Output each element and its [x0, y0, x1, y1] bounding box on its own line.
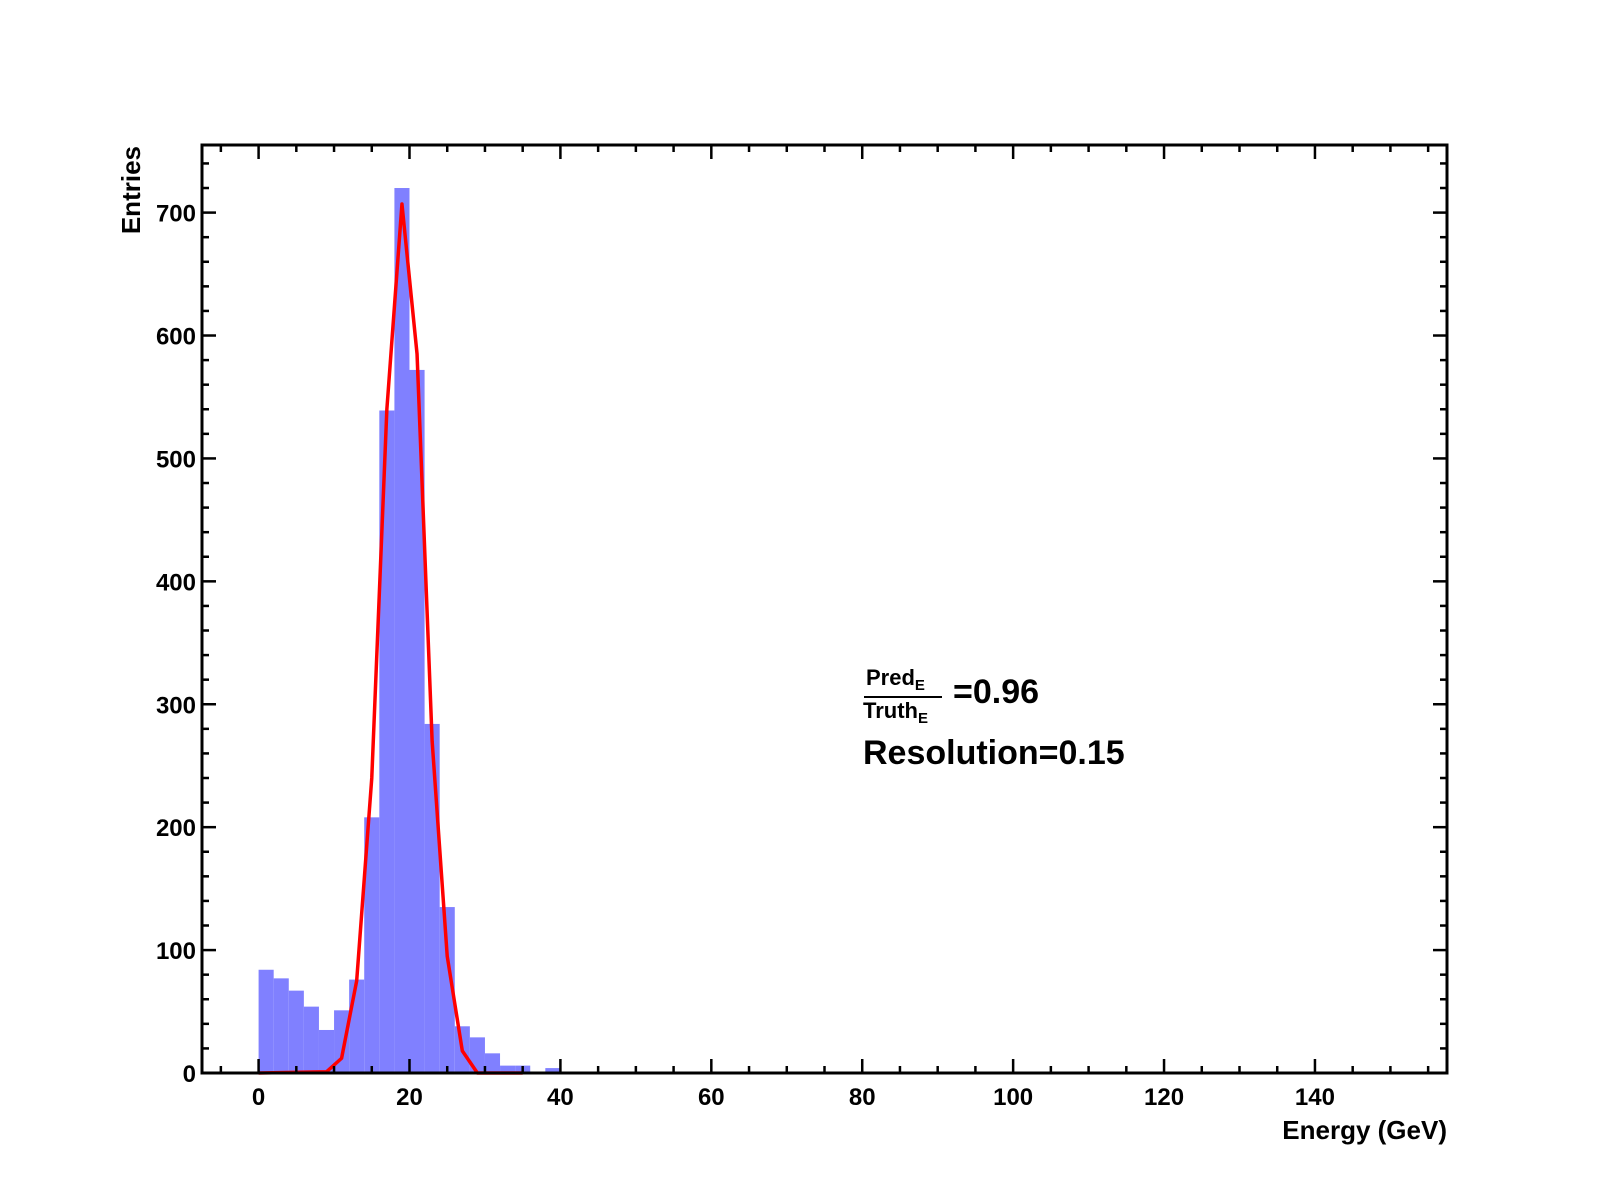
histogram-bar: [349, 979, 365, 1073]
y-tick-label: 0: [183, 1061, 196, 1088]
x-tick-label: 120: [1144, 1084, 1184, 1111]
histogram-bar: [469, 1037, 485, 1073]
histogram-bars: [258, 188, 561, 1074]
histogram-bar: [379, 410, 395, 1074]
x-tick-label: 100: [993, 1084, 1033, 1111]
histogram-bar: [424, 723, 440, 1073]
histogram-bar: [273, 978, 289, 1073]
ratio-annotation: PredE TruthE =0.96: [863, 665, 1039, 727]
x-tick-label: 20: [396, 1084, 423, 1111]
y-tick-label: 300: [156, 692, 196, 719]
fit-curve: [258, 202, 523, 1075]
histogram-bar: [364, 817, 380, 1073]
axis-ticks: [202, 145, 1447, 1075]
histogram-bar: [484, 1053, 501, 1073]
y-tick-label: 500: [156, 446, 196, 473]
histogram-bar: [500, 1065, 516, 1073]
x-tick-label: 0: [252, 1084, 265, 1111]
ratio-denominator: TruthE: [863, 698, 928, 727]
histogram-bar: [409, 369, 425, 1073]
y-tick-label: 100: [156, 938, 196, 965]
y-tick-label: 200: [156, 815, 196, 842]
histogram-bar: [334, 1010, 350, 1073]
resolution-label: Resolution=0.15: [863, 734, 1125, 772]
histogram-bar: [439, 907, 455, 1073]
y-tick-label: 600: [156, 324, 196, 351]
ratio-value: =0.96: [953, 673, 1039, 711]
y-tick-label: 700: [156, 201, 196, 228]
x-tick-label: 60: [698, 1084, 725, 1111]
histogram-bar: [545, 1068, 561, 1073]
y-tick-labels: 0 100 200 300 400 500 600 700: [156, 201, 196, 1088]
y-tick-label: 400: [156, 569, 196, 596]
ratio-numerator: PredE: [866, 665, 925, 694]
x-tick-label: 140: [1295, 1084, 1335, 1111]
histogram-bar: [318, 1029, 335, 1073]
x-tick-label: 80: [849, 1084, 876, 1111]
histogram-bar: [303, 1006, 319, 1073]
histogram-bar: [258, 969, 274, 1073]
x-tick-labels: 0 20 40 60 80 100 120 140: [252, 1084, 1335, 1111]
y-axis-label: Entries: [116, 146, 146, 234]
histogram-bar: [394, 188, 410, 1073]
x-tick-label: 40: [547, 1084, 574, 1111]
x-axis-label: Energy (GeV): [1282, 1115, 1447, 1145]
histogram-bar: [288, 990, 304, 1073]
